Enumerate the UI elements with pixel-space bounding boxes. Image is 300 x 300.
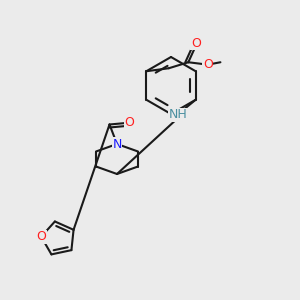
Text: O: O <box>125 116 134 130</box>
Text: O: O <box>203 58 213 71</box>
Text: NH: NH <box>168 108 187 121</box>
Text: N: N <box>112 137 122 151</box>
Text: O: O <box>191 37 201 50</box>
Text: O: O <box>36 230 46 243</box>
